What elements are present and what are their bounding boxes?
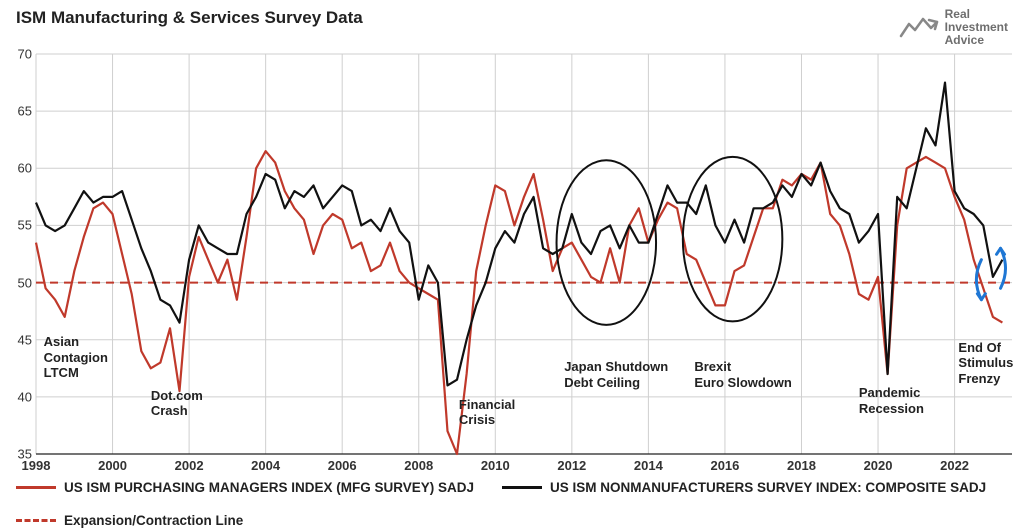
chart-annotation: Dot.comCrash	[151, 388, 203, 419]
x-tick-label: 2014	[634, 458, 663, 473]
logo-icon	[899, 14, 939, 42]
x-tick-label: 2020	[864, 458, 893, 473]
x-tick-label: 2000	[98, 458, 127, 473]
chart-annotation: FinancialCrisis	[459, 397, 515, 428]
legend-swatch	[16, 519, 56, 522]
x-tick-label: 2010	[481, 458, 510, 473]
x-tick-label: 2004	[251, 458, 280, 473]
brand-logo: Real Investment Advice	[899, 8, 1008, 48]
chart-annotation: Japan ShutdownDebt Ceiling	[564, 359, 668, 390]
y-tick-label: 65	[4, 104, 32, 119]
legend-swatch	[502, 486, 542, 489]
y-tick-label: 50	[4, 275, 32, 290]
chart-annotation: AsianContagionLTCM	[44, 334, 108, 381]
legend-item-nonmfg: US ISM NONMANUFACTURERS SURVEY INDEX: CO…	[502, 480, 986, 495]
chart-annotation: BrexitEuro Slowdown	[694, 359, 792, 390]
legend-item-refline: Expansion/Contraction Line	[16, 513, 1024, 528]
chart-title: ISM Manufacturing & Services Survey Data	[16, 8, 363, 28]
x-tick-label: 1998	[22, 458, 51, 473]
legend-label: US ISM PURCHASING MANAGERS INDEX (MFG SU…	[64, 480, 474, 495]
y-tick-label: 40	[4, 389, 32, 404]
legend: US ISM PURCHASING MANAGERS INDEX (MFG SU…	[16, 480, 1024, 528]
y-tick-label: 70	[4, 47, 32, 62]
x-tick-label: 2002	[175, 458, 204, 473]
y-tick-label: 55	[4, 218, 32, 233]
chart-annotation: End OfStimulusFrenzy	[958, 340, 1013, 387]
legend-item-mfg: US ISM PURCHASING MANAGERS INDEX (MFG SU…	[16, 480, 474, 495]
chart-annotation: PandemicRecession	[859, 385, 924, 416]
legend-swatch	[16, 486, 56, 489]
x-tick-label: 2016	[710, 458, 739, 473]
legend-label: US ISM NONMANUFACTURERS SURVEY INDEX: CO…	[550, 480, 986, 495]
x-tick-label: 2006	[328, 458, 357, 473]
x-tick-label: 2022	[940, 458, 969, 473]
y-tick-label: 45	[4, 332, 32, 347]
x-tick-label: 2008	[404, 458, 433, 473]
x-tick-label: 2018	[787, 458, 816, 473]
legend-label: Expansion/Contraction Line	[64, 513, 243, 528]
logo-line3: Advice	[945, 34, 1008, 47]
y-tick-label: 60	[4, 161, 32, 176]
chart-container: ISM Manufacturing & Services Survey Data…	[0, 0, 1024, 532]
x-tick-label: 2012	[557, 458, 586, 473]
